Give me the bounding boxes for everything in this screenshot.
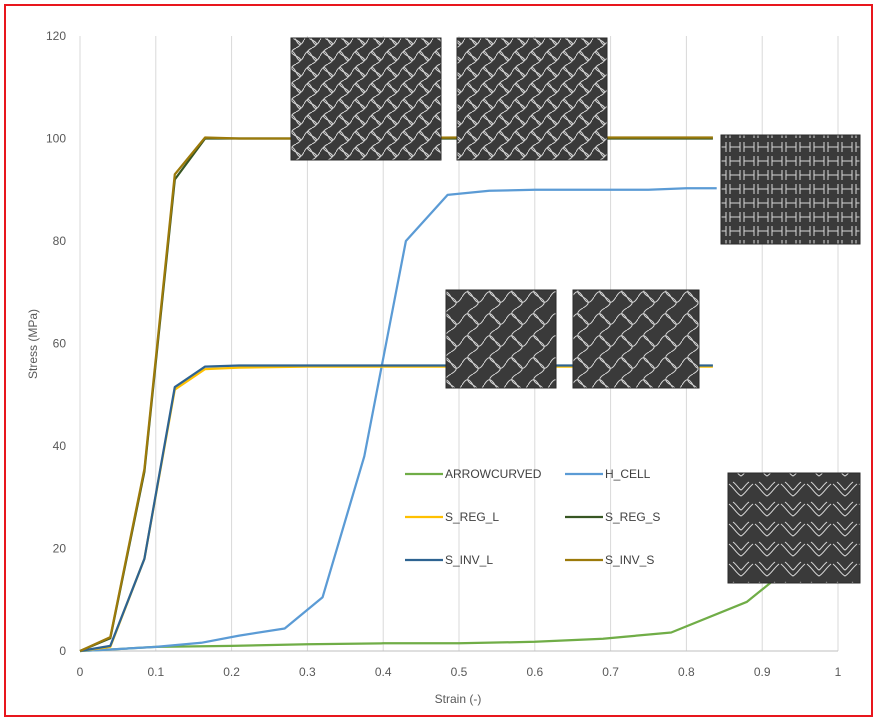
- x-tick-label: 0.7: [602, 665, 619, 679]
- arrowcurved-pattern-image: [727, 472, 861, 584]
- x-tick-label: 0.8: [678, 665, 695, 679]
- legend-label: S_REG_S: [605, 510, 660, 524]
- legend-label: H_CELL: [605, 467, 651, 481]
- x-tick-label: 0.3: [299, 665, 316, 679]
- inset-images: [290, 37, 861, 584]
- y-tick-label: 100: [46, 132, 66, 146]
- x-tick-label: 0.2: [223, 665, 240, 679]
- legend-label: S_INV_S: [605, 553, 654, 567]
- series-line-s-reg-l: [79, 365, 713, 653]
- x-tick-label: 0: [77, 665, 84, 679]
- h-cell-pattern-image: [720, 134, 861, 245]
- y-tick-label: 60: [53, 337, 67, 351]
- series-line-s-inv-l: [79, 364, 713, 653]
- y-axis-title: Stress (MPa): [26, 309, 40, 379]
- x-tick-label: 0.1: [147, 665, 164, 679]
- y-tick-labels: 0 20 40 60 80 100 120: [46, 29, 66, 658]
- series-line-h-cell: [79, 187, 717, 653]
- y-tick-label: 40: [53, 439, 67, 453]
- y-tick-label: 80: [53, 234, 67, 248]
- s-inv-s-pattern-image: [290, 37, 442, 161]
- legend-label: S_REG_L: [445, 510, 499, 524]
- x-axis-title: Strain (-): [435, 692, 482, 706]
- s-reg-l-pattern-image: [572, 289, 700, 389]
- x-tick-label: 0.6: [526, 665, 543, 679]
- x-tick-label: 1: [835, 665, 842, 679]
- x-tick-label: 0.4: [375, 665, 392, 679]
- y-tick-label: 120: [46, 29, 66, 43]
- series-line-arrowcurved: [79, 557, 801, 653]
- x-tick-labels: 0 0.1 0.2 0.3 0.4 0.5 0.6 0.7 0.8 0.9 1: [77, 665, 842, 679]
- legend: ARROWCURVED H_CELL S_REG_L S_REG_S S_INV_L S_…: [405, 467, 660, 567]
- y-tick-label: 0: [59, 644, 66, 658]
- y-tick-label: 20: [53, 542, 67, 556]
- s-reg-s-pattern-image: [456, 37, 608, 161]
- legend-label: S_INV_L: [445, 553, 493, 567]
- s-inv-l-pattern-image: [445, 289, 557, 389]
- x-tick-label: 0.5: [451, 665, 468, 679]
- series-lines: [79, 136, 801, 653]
- legend-label: ARROWCURVED: [445, 467, 542, 481]
- x-tick-label: 0.9: [754, 665, 771, 679]
